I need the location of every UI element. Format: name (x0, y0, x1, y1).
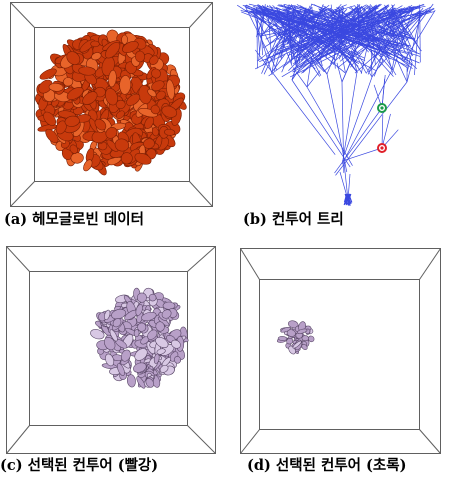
bounding-box-frame (10, 2, 213, 207)
caption-selected-contour-green: (d) 선택된 컨투어 (초록) (247, 457, 407, 474)
hemoglobin-volume-panel (10, 2, 213, 207)
green-node-icon[interactable] (377, 103, 387, 113)
selected-contour-green-render (240, 248, 441, 454)
contour-tree-edges (237, 3, 436, 206)
green-contour-surface (276, 320, 315, 355)
red-node-icon[interactable] (377, 143, 387, 153)
caption-contour-tree: (b) 컨투어 트리 (243, 211, 344, 228)
hemoglobin-surface (35, 29, 187, 176)
red-contour-surface (90, 287, 189, 389)
caption-selected-contour-red: (c) 선택된 컨투어 (빨강) (0, 457, 159, 474)
caption-hemoglobin-data: (a) 헤모글로빈 데이터 (4, 211, 144, 228)
contour-tree-graph (237, 3, 436, 206)
contour-tree-panel (232, 2, 442, 212)
bounding-box-frame (6, 246, 216, 454)
selected-contour-red-render (6, 246, 216, 454)
bounding-box-frame (240, 248, 441, 454)
hemoglobin-volume-render (10, 2, 213, 207)
selected-contour-green-panel (240, 248, 448, 454)
selected-contour-red-panel (6, 246, 216, 454)
